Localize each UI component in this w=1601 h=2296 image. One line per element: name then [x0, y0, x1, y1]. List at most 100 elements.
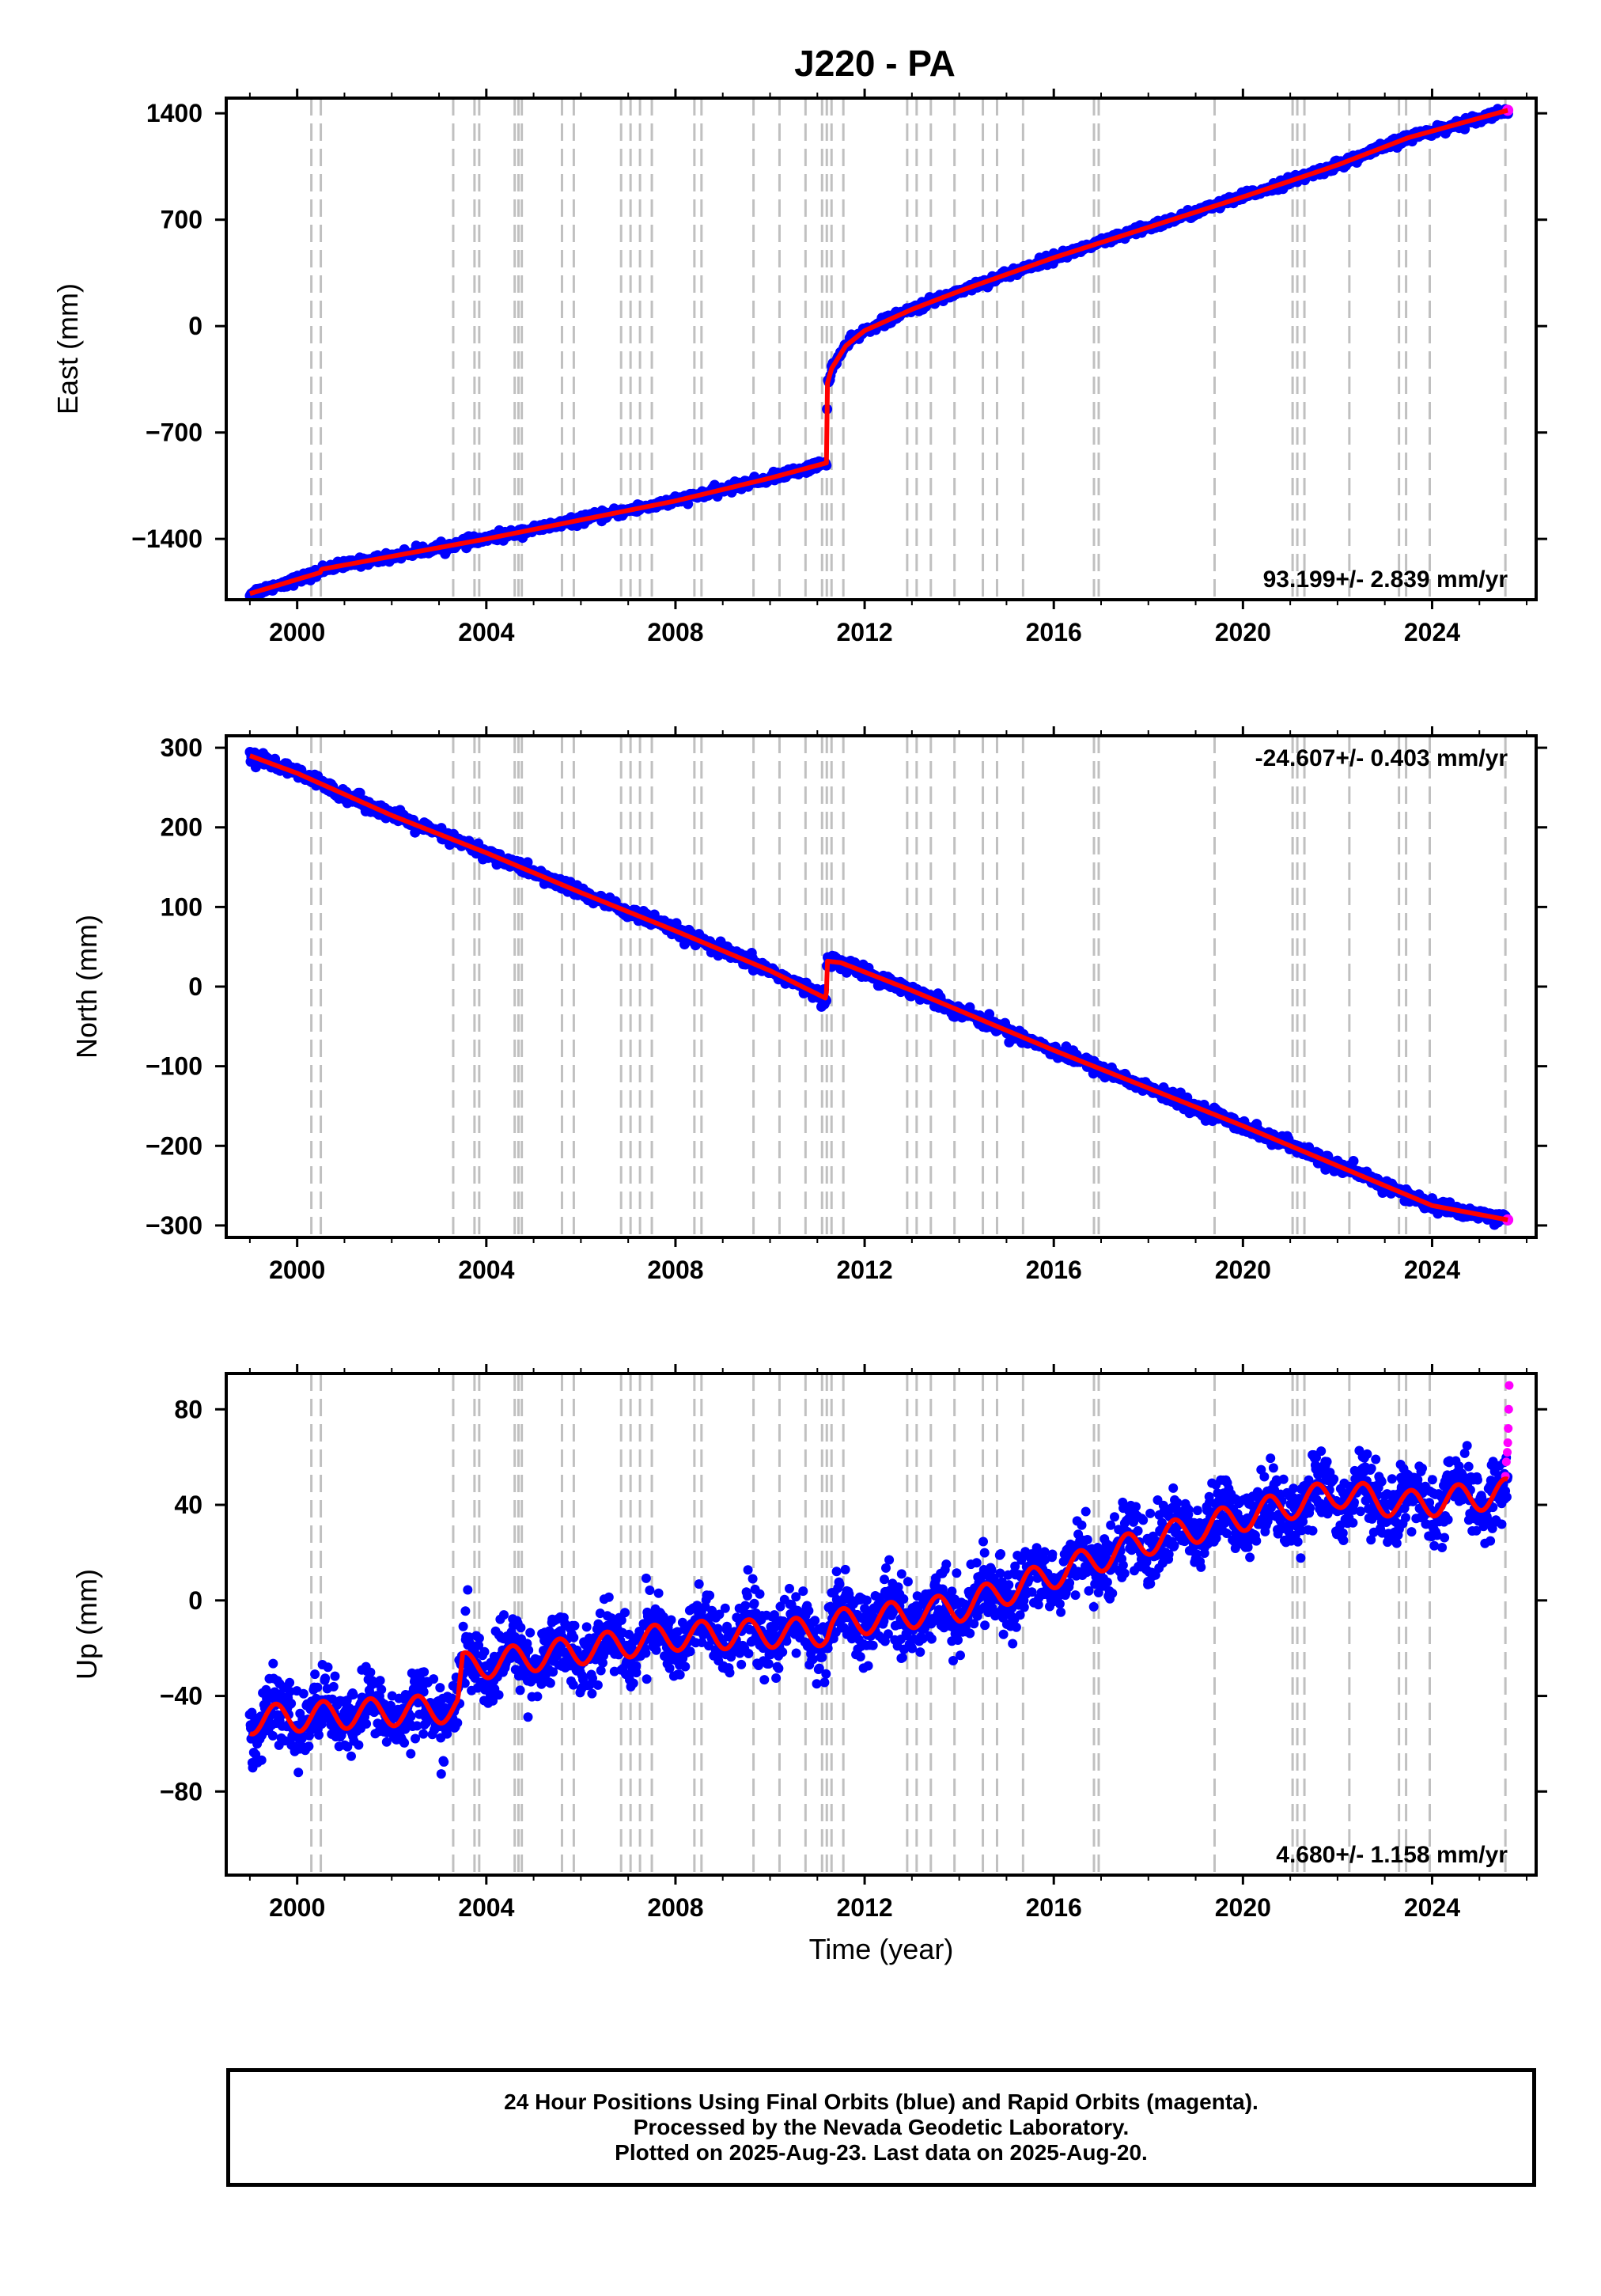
data-point	[952, 1568, 962, 1578]
north-panel: 2000 2004 2008 2012 2016 2020 20243002001000−1…	[70, 726, 1547, 1284]
data-point	[986, 1565, 997, 1575]
data-point	[855, 1652, 865, 1661]
data-point	[755, 1589, 765, 1599]
x-tick-label: 2004	[458, 1256, 514, 1284]
data-point	[694, 1579, 704, 1589]
data-point	[680, 1661, 691, 1672]
data-point	[748, 1574, 758, 1584]
y-tick-label: 200	[161, 813, 202, 842]
data-point	[620, 1608, 630, 1618]
data-point	[545, 1678, 555, 1688]
data-point	[435, 1683, 445, 1693]
data-point	[926, 1634, 937, 1644]
data-point	[971, 1558, 982, 1568]
x-tick-label: 2008	[647, 1256, 703, 1284]
data-point	[525, 1627, 536, 1638]
data-point	[740, 1601, 751, 1611]
plot-frame	[225, 97, 1538, 601]
x-tick-label: 2012	[836, 618, 892, 646]
data-point	[592, 1680, 603, 1690]
data-point	[293, 1767, 304, 1778]
data-point	[743, 1565, 753, 1575]
data-point	[915, 1647, 925, 1658]
y-tick-label: −100	[146, 1052, 202, 1081]
data-point	[978, 1536, 988, 1547]
data-point	[479, 1646, 490, 1657]
data-point	[831, 1567, 842, 1577]
data-point	[418, 1729, 429, 1739]
data-point	[907, 1643, 918, 1654]
data-point	[268, 1658, 278, 1669]
data-point	[749, 1598, 759, 1608]
data-point	[463, 1585, 473, 1595]
data-point	[720, 1603, 730, 1613]
data-point	[515, 1685, 525, 1695]
data-point	[1011, 1622, 1021, 1632]
data-point	[956, 1650, 965, 1661]
data-point	[286, 1699, 297, 1709]
x-tick-label: 2020	[1215, 1256, 1271, 1284]
data-point	[312, 1682, 323, 1692]
data-point	[631, 1668, 642, 1678]
data-point	[569, 1632, 579, 1642]
x-tick-label: 2016	[1026, 1256, 1082, 1284]
data-point	[868, 1640, 878, 1650]
data-point	[778, 1647, 788, 1658]
x-tick-label: 2016	[1026, 618, 1082, 646]
data-point	[713, 1623, 723, 1634]
data-point	[903, 1577, 913, 1587]
data-point	[267, 1730, 278, 1741]
x-tick-label: 2000	[269, 1256, 325, 1284]
x-tick-label: 2024	[1404, 1256, 1460, 1284]
x-tick-label: 2024	[1404, 618, 1460, 646]
data-point	[980, 1620, 990, 1631]
data-point	[666, 1615, 676, 1625]
data-point	[320, 1673, 331, 1684]
data-point	[1008, 1639, 1018, 1649]
y-tick-label: 300	[161, 733, 202, 762]
data-point	[744, 1649, 754, 1658]
data-point	[524, 1645, 534, 1655]
data-point	[941, 1559, 952, 1570]
data-point	[532, 1692, 543, 1702]
y-tick-label: 100	[161, 892, 202, 921]
data-point	[725, 1668, 735, 1678]
data-point	[604, 1592, 614, 1602]
data-point	[861, 1595, 872, 1605]
data-point	[840, 1564, 850, 1574]
data-point	[285, 1677, 295, 1688]
y-tick-label: −1400	[131, 525, 202, 553]
data-point	[785, 1583, 794, 1593]
data-point	[675, 1669, 685, 1680]
data-point	[899, 1594, 909, 1604]
final-orbit-points	[244, 104, 1513, 601]
data-point	[578, 1672, 589, 1682]
data-point	[523, 1712, 533, 1722]
y-tick-label: −300	[146, 1211, 202, 1240]
data-point	[759, 1675, 770, 1685]
data-point	[810, 1616, 820, 1626]
rate-label: 93.199+/- 2.839 mm/yr	[1263, 566, 1508, 593]
data-point	[429, 1674, 439, 1684]
rate-label: -24.607+/- 0.403 mm/yr	[1255, 745, 1508, 771]
data-point	[979, 1548, 990, 1558]
x-tick-label: 2012	[836, 1256, 892, 1284]
data-point	[436, 1769, 446, 1779]
data-point	[354, 1740, 364, 1750]
data-point	[628, 1678, 638, 1688]
data-point	[365, 1667, 376, 1677]
data-point	[328, 1681, 339, 1692]
data-point	[570, 1620, 580, 1631]
data-point	[884, 1555, 895, 1565]
data-point	[821, 1669, 831, 1679]
data-point	[774, 1663, 784, 1673]
y-tick-label: 1400	[146, 99, 202, 127]
data-point	[804, 1605, 814, 1616]
data-point	[460, 1606, 471, 1616]
data-point	[458, 1621, 468, 1631]
data-point	[819, 1677, 830, 1688]
data-point	[771, 1673, 782, 1683]
data-point	[494, 1690, 504, 1700]
data-point	[641, 1648, 651, 1658]
